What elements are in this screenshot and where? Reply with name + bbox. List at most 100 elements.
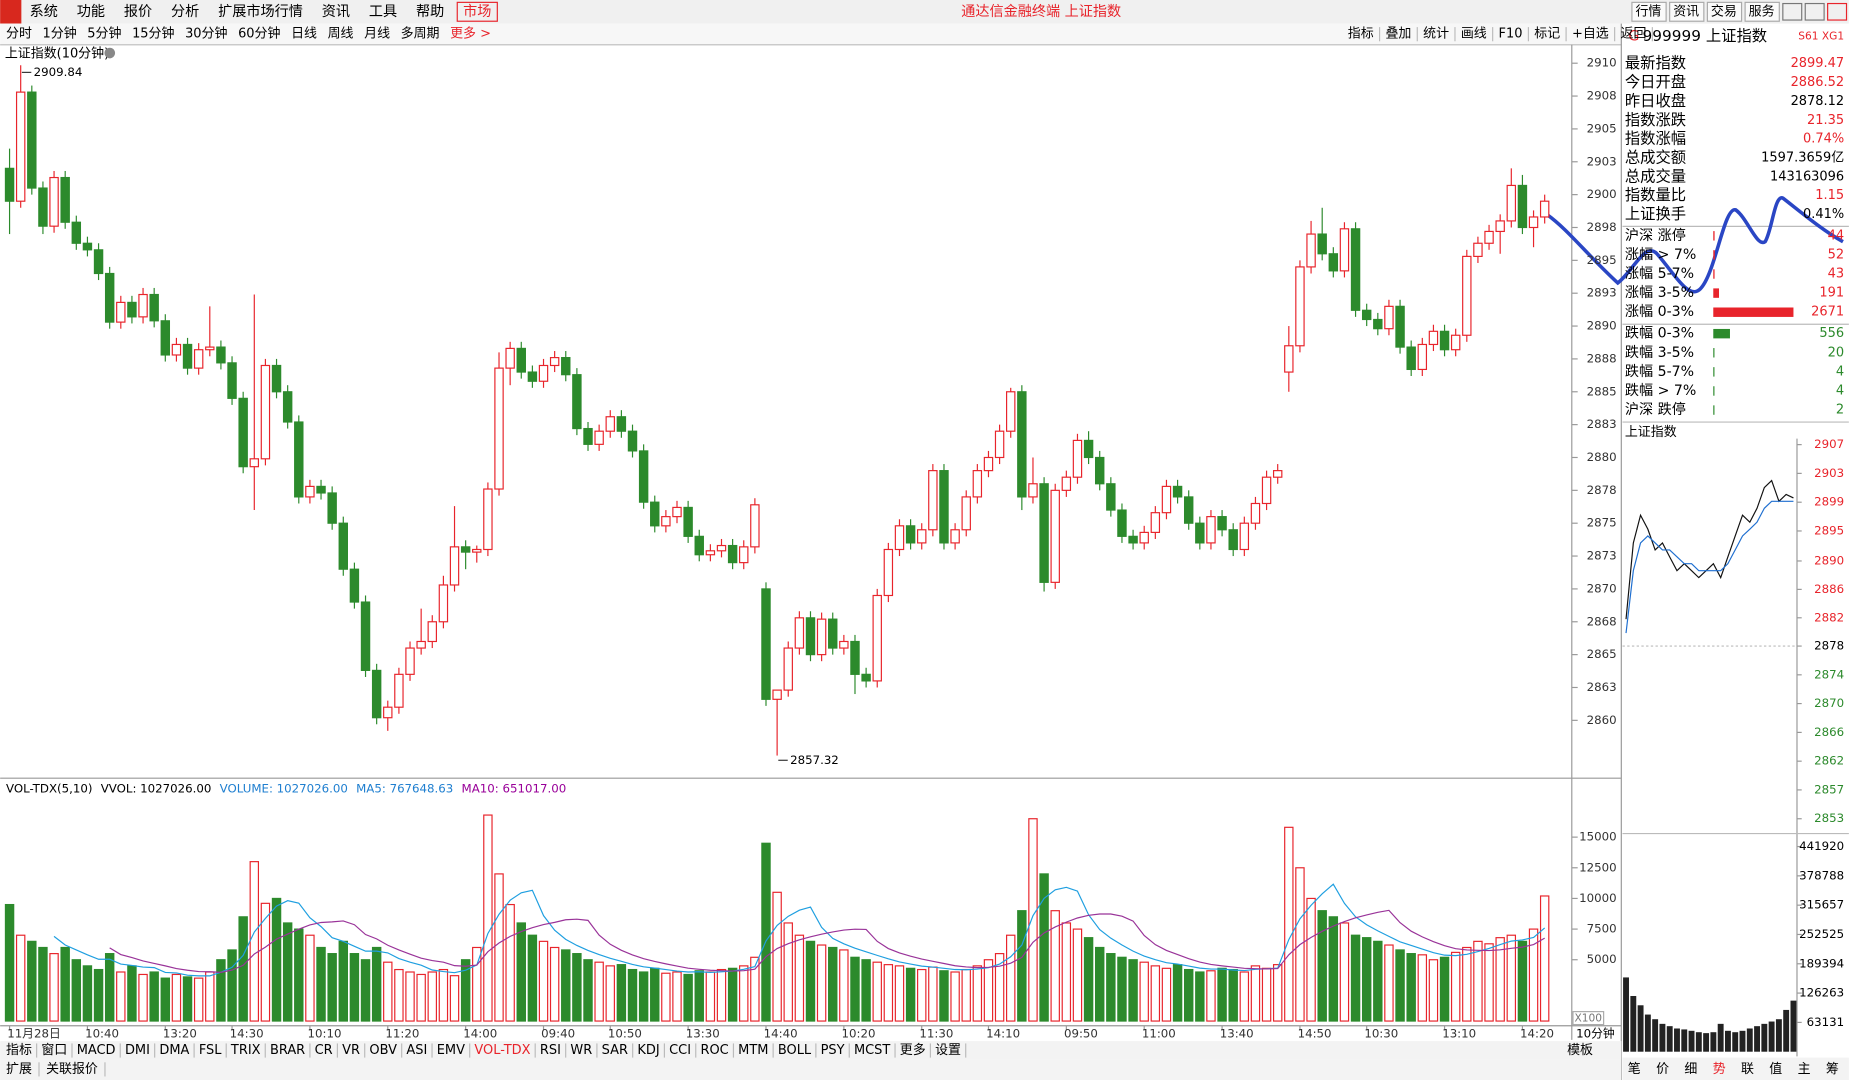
- toolbar-button[interactable]: +自选: [1572, 27, 1609, 42]
- window-control[interactable]: [1804, 2, 1825, 21]
- y-tick-label: 2863: [1587, 680, 1617, 694]
- candle-body: [316, 485, 326, 494]
- menu-item[interactable]: 帮助: [416, 4, 444, 20]
- menu-item[interactable]: 报价: [124, 4, 152, 20]
- side-tab[interactable]: 主: [1798, 1062, 1811, 1077]
- template-button[interactable]: 模板: [1567, 1043, 1593, 1058]
- menu-item[interactable]: 扩展市场行情: [218, 3, 303, 20]
- toolbar-item[interactable]: 60分钟: [238, 26, 280, 42]
- indicator-tab[interactable]: TRIX: [230, 1043, 261, 1058]
- menu-item[interactable]: 资讯: [322, 4, 350, 20]
- indicator-tab[interactable]: VOL-TDX: [474, 1043, 530, 1058]
- indicator-tab[interactable]: 指标: [6, 1043, 32, 1058]
- volume-bar: [1473, 940, 1483, 1022]
- volume-bar: [928, 966, 938, 1022]
- toolbar-item[interactable]: 周线: [328, 27, 354, 42]
- volume-bar: [4, 903, 15, 1022]
- toolbar-item[interactable]: 5分钟: [87, 26, 121, 42]
- window-button[interactable]: 行情: [1635, 4, 1661, 19]
- window-button-frame[interactable]: [1669, 1, 1705, 22]
- toolbar-item[interactable]: 多周期: [401, 27, 440, 42]
- toolbar-item[interactable]: 分时: [6, 27, 32, 42]
- candle-body: [182, 343, 193, 369]
- indicator-tab[interactable]: 更多: [900, 1043, 926, 1058]
- mini-chart-title: 上证指数: [1625, 425, 1677, 440]
- side-tab[interactable]: 笔: [1628, 1061, 1641, 1077]
- toolbar-button[interactable]: 返回: [1621, 27, 1647, 42]
- side-tab[interactable]: 联: [1741, 1062, 1754, 1077]
- volume-bar: [694, 970, 704, 1022]
- volume-bar: [1128, 959, 1138, 1022]
- menu-item[interactable]: 工具: [369, 4, 397, 20]
- distribution-label: 涨幅 > 7%: [1625, 247, 1696, 263]
- window-button-frame[interactable]: [1706, 1, 1743, 22]
- indicator-tab[interactable]: 窗口: [41, 1042, 67, 1058]
- window-control[interactable]: [1827, 2, 1848, 21]
- window-control[interactable]: [1782, 2, 1803, 21]
- candle-body: [282, 391, 293, 423]
- toolbar-button[interactable]: 叠加: [1385, 27, 1411, 42]
- volume-bar: [427, 971, 437, 1022]
- menu-item[interactable]: 系统: [30, 4, 58, 20]
- toolbar-button[interactable]: 统计: [1423, 27, 1449, 42]
- window-button[interactable]: 服务: [1749, 3, 1775, 19]
- toolbar-item[interactable]: 日线: [291, 27, 317, 42]
- volume-bar: [527, 934, 538, 1022]
- indicator-tab[interactable]: FSL: [199, 1043, 222, 1058]
- indicator-tab[interactable]: VR: [342, 1043, 360, 1058]
- menu-item[interactable]: 市场: [463, 3, 491, 20]
- distribution-label: 跌幅 5-7%: [1625, 364, 1694, 380]
- bottom-tab[interactable]: 关联报价: [46, 1062, 98, 1077]
- toolbar-item[interactable]: 15分钟: [132, 26, 174, 42]
- toolbar-button[interactable]: 标记: [1534, 27, 1560, 42]
- side-tab[interactable]: 筹: [1826, 1061, 1839, 1077]
- side-tab[interactable]: 价: [1656, 1062, 1669, 1077]
- candle-body: [27, 91, 37, 189]
- candle-body: [4, 167, 15, 202]
- volume-bar: [1017, 910, 1027, 1022]
- window-button-frame[interactable]: [1631, 1, 1667, 22]
- toolbar-button[interactable]: 指标: [1348, 27, 1374, 42]
- bottom-tab[interactable]: 扩展: [6, 1062, 32, 1077]
- indicator-tab[interactable]: RSI: [540, 1043, 561, 1058]
- menu-item[interactable]: 功能: [77, 4, 105, 20]
- menu-item[interactable]: 分析: [171, 4, 199, 20]
- indicator-tab[interactable]: EMV: [437, 1043, 465, 1058]
- side-tab[interactable]: 细: [1684, 1062, 1697, 1077]
- indicator-tab[interactable]: MCST: [854, 1043, 890, 1058]
- candle-body: [1228, 529, 1238, 551]
- indicator-tab[interactable]: MTM: [738, 1043, 768, 1058]
- quote-label: 昨日收盘: [1625, 92, 1686, 110]
- indicator-tab[interactable]: 设置: [935, 1043, 961, 1058]
- indicator-tab[interactable]: ROC: [700, 1043, 728, 1058]
- side-tab[interactable]: 势: [1713, 1061, 1726, 1077]
- toolbar-item[interactable]: 1分钟: [43, 26, 77, 42]
- toolbar-item[interactable]: 30分钟: [185, 26, 227, 42]
- toolbar-button[interactable]: F10: [1499, 27, 1523, 42]
- indicator-tab[interactable]: BOLL: [778, 1043, 812, 1058]
- y-tick-label: 5000: [1587, 952, 1617, 966]
- window-button[interactable]: 交易: [1711, 3, 1737, 19]
- volume-bar: [594, 961, 604, 1022]
- side-tab[interactable]: 值: [1769, 1061, 1782, 1077]
- indicator-tab[interactable]: DMI: [125, 1043, 150, 1058]
- toolbar-button[interactable]: 画线: [1461, 27, 1487, 42]
- y-tick-label: 2868: [1587, 614, 1617, 628]
- window-button-frame[interactable]: [1744, 1, 1780, 22]
- indicator-tab[interactable]: WR: [570, 1043, 592, 1058]
- volume-bar: [149, 971, 159, 1022]
- title-icon[interactable]: [104, 47, 116, 59]
- indicator-tab[interactable]: KDJ: [637, 1043, 659, 1058]
- window-button[interactable]: 资讯: [1673, 4, 1699, 19]
- toolbar-item[interactable]: 更多 >: [450, 27, 491, 42]
- toolbar-item[interactable]: 月线: [364, 27, 390, 42]
- indicator-tab[interactable]: ASI: [406, 1043, 427, 1058]
- indicator-tab[interactable]: SAR: [602, 1043, 628, 1058]
- indicator-tab[interactable]: CCI: [669, 1043, 691, 1058]
- indicator-tab[interactable]: MACD: [77, 1043, 116, 1058]
- indicator-tab[interactable]: DMA: [159, 1043, 189, 1058]
- indicator-tab[interactable]: BRAR: [270, 1043, 305, 1058]
- indicator-tab[interactable]: CR: [315, 1043, 333, 1058]
- indicator-tab[interactable]: OBV: [369, 1043, 397, 1058]
- indicator-tab[interactable]: PSY: [821, 1043, 845, 1058]
